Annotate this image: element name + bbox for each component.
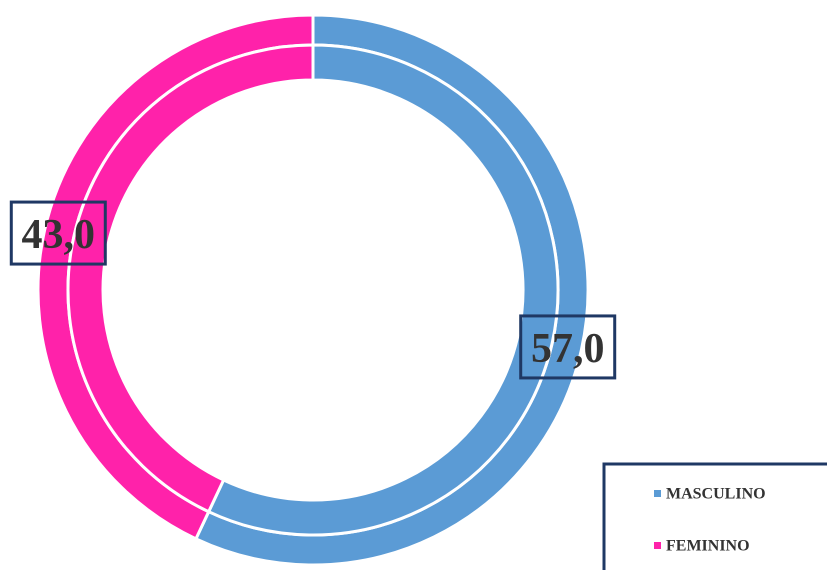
value-label-box — [9, 200, 107, 266]
value-label: 57,0 — [531, 326, 605, 372]
donut-segment — [206, 43, 560, 537]
legend-swatch — [654, 490, 661, 497]
value-label: 43,0 — [22, 212, 96, 258]
legend-label: MASCULINO — [666, 486, 766, 503]
donut-segment — [66, 43, 315, 514]
value-label-box — [519, 314, 617, 380]
legend-swatch — [654, 542, 661, 549]
legend-label: FEMININO — [666, 538, 750, 555]
legend-box — [602, 462, 827, 570]
